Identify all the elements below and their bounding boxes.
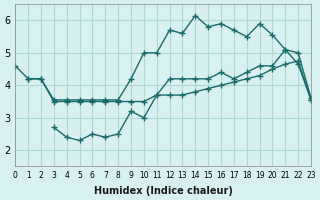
X-axis label: Humidex (Indice chaleur): Humidex (Indice chaleur) bbox=[94, 186, 233, 196]
